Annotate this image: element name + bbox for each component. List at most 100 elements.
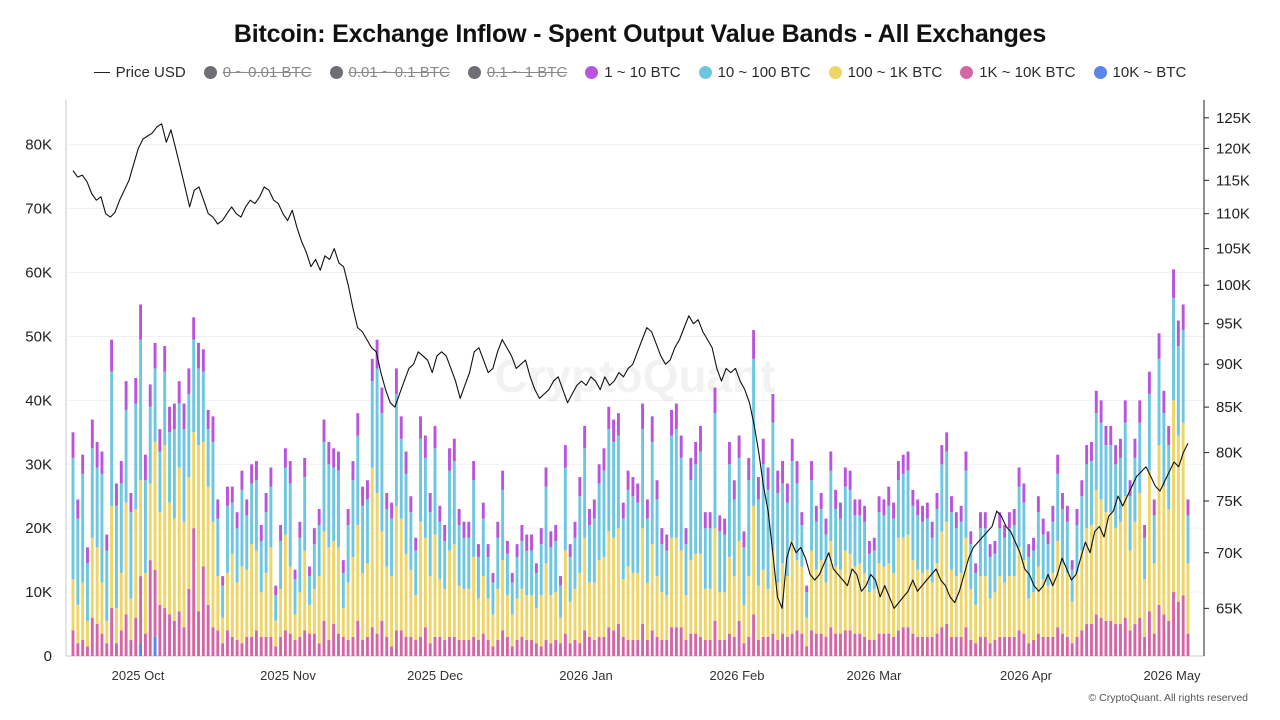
bar-segment <box>853 633 857 656</box>
bar-segment <box>496 521 500 538</box>
bar-segment <box>578 496 582 573</box>
bar-segment <box>583 448 587 538</box>
bar-segment <box>805 592 809 618</box>
bar-segment <box>708 512 712 529</box>
legend-item-3[interactable]: 0.1 ~ 1 BTC <box>467 64 567 81</box>
bar-segment <box>1056 627 1060 656</box>
bar-segment <box>1186 633 1190 656</box>
bar-segment <box>143 454 147 481</box>
bar-segment <box>472 636 476 656</box>
legend-item-1[interactable]: 0 ~ 0.01 BTC <box>203 64 312 81</box>
bar-segment <box>732 636 736 656</box>
legend-item-8[interactable]: 10K ~ BTC <box>1093 64 1186 81</box>
bar-segment <box>626 489 630 567</box>
bar-segment <box>597 483 601 561</box>
bar-segment <box>486 640 490 656</box>
bar-segment <box>534 563 538 573</box>
x-tick-label: 2025 Dec <box>407 668 463 683</box>
legend-item-4[interactable]: 1 ~ 10 BTC <box>585 64 681 81</box>
bar-segment <box>921 521 924 573</box>
bar-segment <box>409 569 413 637</box>
chart-title: Bitcoin: Exchange Inflow - Spent Output … <box>233 20 1047 48</box>
bar-segment <box>993 540 997 554</box>
bar-segment <box>544 563 548 641</box>
legend-item-5[interactable]: 10 ~ 100 BTC <box>698 64 811 81</box>
bar-segment <box>201 566 205 656</box>
bar-segment <box>163 371 167 446</box>
bar-segment <box>399 630 403 656</box>
bar-segment <box>177 611 181 656</box>
bar-segment <box>520 540 524 589</box>
bar-segment <box>834 633 838 656</box>
bar-segment <box>573 640 577 656</box>
bar-segment <box>1022 483 1026 503</box>
bar-segment <box>433 448 437 535</box>
bar-segment <box>853 566 857 634</box>
bar-segment <box>501 470 505 490</box>
bar-segment <box>298 537 302 593</box>
bar-segment <box>824 636 828 656</box>
legend-item-2[interactable]: 0.01 ~ 0.1 BTC <box>329 64 450 81</box>
bar-segment <box>525 640 529 656</box>
y-right-tick-label: 100K <box>1216 277 1251 294</box>
bar-segment <box>100 473 104 583</box>
bar-segment <box>332 540 336 625</box>
bar-segment <box>283 448 287 468</box>
bar-segment <box>544 486 548 564</box>
bar-segment <box>781 461 784 484</box>
bar-segment <box>1172 298 1175 401</box>
bar-segment <box>684 544 688 596</box>
bar-segment <box>882 566 886 634</box>
bar-segment <box>153 636 157 656</box>
bar-segment <box>496 537 500 589</box>
bar-segment <box>771 633 775 656</box>
bar-segment <box>515 598 519 641</box>
bar-segment <box>974 572 978 605</box>
bar-segment <box>916 515 920 570</box>
bar-segment <box>216 630 220 656</box>
bar-segment <box>298 636 302 656</box>
y-left-tick-label: 70K <box>25 201 52 218</box>
bar-segment <box>713 387 717 414</box>
bar-segment <box>76 604 80 644</box>
bar-segment <box>795 483 799 561</box>
legend-item-0[interactable]: Price USD <box>93 64 186 81</box>
bar-segment <box>747 480 751 577</box>
bar-segment <box>341 572 345 609</box>
bar-segment <box>1167 509 1171 621</box>
bar-segment <box>530 550 533 596</box>
bar-segment <box>636 640 640 656</box>
bar-segment <box>467 640 471 656</box>
bar-segment <box>501 489 505 561</box>
bar-segment <box>829 540 833 628</box>
legend-item-7[interactable]: 1K ~ 10K BTC <box>960 64 1076 81</box>
bar-segment <box>790 461 794 541</box>
bar-segment <box>1027 556 1031 599</box>
bar-segment <box>911 560 915 634</box>
legend-swatch <box>203 65 217 79</box>
legend-swatch <box>1093 65 1107 79</box>
bar-segment <box>269 467 273 487</box>
bar-segment <box>983 528 987 577</box>
y-left-tick-label: 30K <box>25 456 52 473</box>
bar-segment <box>197 445 200 612</box>
bar-segment <box>409 512 413 570</box>
bar-segment <box>1143 537 1147 580</box>
bar-segment <box>626 470 630 490</box>
bar-segment <box>452 461 456 545</box>
bar-segment <box>148 483 152 561</box>
bar-segment <box>974 563 978 573</box>
legend-item-6[interactable]: 100 ~ 1K BTC <box>828 64 942 81</box>
bar-segment <box>834 489 838 510</box>
bar-segment <box>375 493 379 634</box>
bar-segment <box>819 560 823 634</box>
bar-segment <box>679 627 683 656</box>
bar-segment <box>192 339 196 433</box>
bar-segment <box>332 624 336 656</box>
bar-segment <box>148 406 152 484</box>
bar-segment <box>718 640 722 656</box>
bar-segment <box>1061 493 1064 510</box>
bar-segment <box>288 461 292 484</box>
bar-segment <box>810 480 813 551</box>
bar-segment <box>1075 509 1079 525</box>
